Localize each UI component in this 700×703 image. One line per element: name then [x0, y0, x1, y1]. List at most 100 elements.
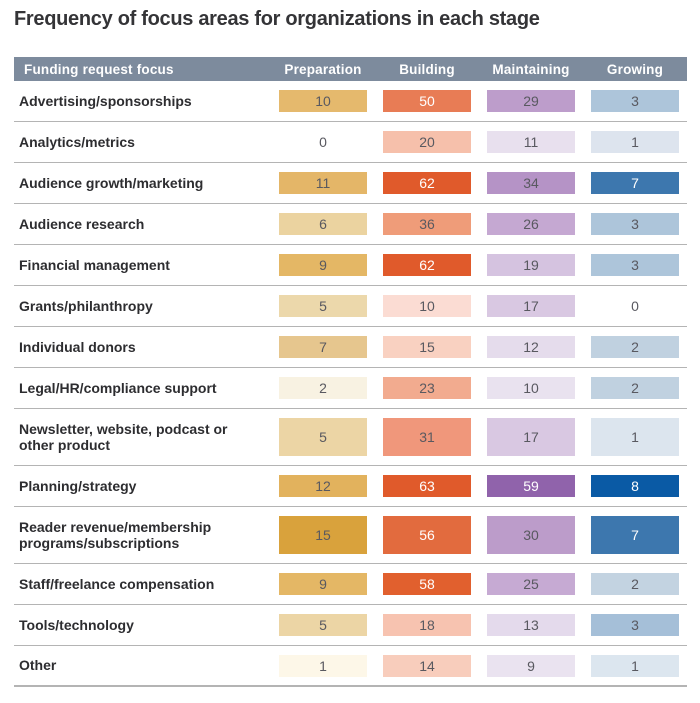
value-pill: 25 — [487, 573, 575, 595]
cell-building: 36 — [375, 213, 479, 235]
cell-preparation: 10 — [271, 90, 375, 112]
cell-preparation: 5 — [271, 418, 375, 456]
value-pill: 1 — [279, 654, 367, 677]
cell-building: 50 — [375, 90, 479, 112]
column-header-maintaining: Maintaining — [492, 61, 570, 77]
row-label: Tools/technology — [19, 616, 134, 633]
cell-building: 63 — [375, 475, 479, 497]
cell-maintaining: 17 — [479, 418, 583, 456]
value-pill: 2 — [591, 573, 679, 595]
row-label: Grants/philanthropy — [19, 297, 153, 314]
value-pill: 18 — [383, 614, 471, 636]
value-pill: 62 — [383, 172, 471, 194]
cell-growing: 7 — [583, 172, 687, 194]
cell-preparation: 12 — [271, 475, 375, 497]
row-label: Reader revenue/membership programs/subsc… — [19, 518, 212, 551]
table-row: Analytics/metrics 0 20 11 1 — [14, 122, 687, 163]
value-pill: 7 — [591, 172, 679, 194]
value-pill: 29 — [487, 90, 575, 112]
value-pill: 9 — [279, 254, 367, 276]
cell-building: 62 — [375, 254, 479, 276]
value-pill: 20 — [383, 131, 471, 153]
cell-building: 20 — [375, 131, 479, 153]
cell-building: 58 — [375, 573, 479, 595]
cell-maintaining: 30 — [479, 516, 583, 554]
cell-preparation: 6 — [271, 213, 375, 235]
cell-maintaining: 25 — [479, 573, 583, 595]
row-label: Staff/freelance compensation — [19, 575, 215, 592]
value-pill: 36 — [383, 213, 471, 235]
value-pill: 50 — [383, 90, 471, 112]
cell-building: 23 — [375, 377, 479, 399]
cell-maintaining: 34 — [479, 172, 583, 194]
cell-building: 62 — [375, 172, 479, 194]
cell-growing: 2 — [583, 573, 687, 595]
cell-preparation: 9 — [271, 254, 375, 276]
value-pill: 1 — [591, 418, 679, 456]
cell-maintaining: 11 — [479, 131, 583, 153]
row-label: Audience growth/marketing — [19, 174, 204, 191]
row-label: Other — [19, 657, 57, 674]
cell-maintaining: 9 — [479, 654, 583, 677]
value-pill: 2 — [279, 377, 367, 399]
value-pill: 3 — [591, 213, 679, 235]
cell-building: 31 — [375, 418, 479, 456]
column-header-building: Building — [399, 61, 455, 77]
value-pill: 59 — [487, 475, 575, 497]
table-body: Advertising/sponsorships 10 50 29 3 Anal… — [14, 81, 687, 687]
cell-maintaining: 13 — [479, 614, 583, 636]
value-pill: 2 — [591, 336, 679, 358]
cell-growing: 3 — [583, 213, 687, 235]
value-pill: 8 — [591, 475, 679, 497]
cell-preparation: 15 — [271, 516, 375, 554]
value-pill: 10 — [383, 295, 471, 317]
cell-preparation: 2 — [271, 377, 375, 399]
row-label: Planning/strategy — [19, 477, 137, 494]
table-row: Tools/technology 5 18 13 3 — [14, 605, 687, 646]
value-pill: 11 — [487, 131, 575, 153]
table-row: Advertising/sponsorships 10 50 29 3 — [14, 81, 687, 122]
value-pill: 3 — [591, 614, 679, 636]
table-row: Individual donors 7 15 12 2 — [14, 327, 687, 368]
value-pill: 9 — [487, 654, 575, 677]
value-pill: 63 — [383, 475, 471, 497]
cell-growing: 1 — [583, 418, 687, 456]
table-row: Planning/strategy 12 63 59 8 — [14, 466, 687, 507]
cell-building: 14 — [375, 654, 479, 677]
cell-preparation: 9 — [271, 573, 375, 595]
cell-growing: 3 — [583, 254, 687, 276]
value-pill: 7 — [591, 516, 679, 554]
table-row: Audience research 6 36 26 3 — [14, 204, 687, 245]
cell-building: 18 — [375, 614, 479, 636]
value-pill: 0 — [631, 298, 639, 314]
value-pill: 1 — [591, 654, 679, 677]
value-pill: 10 — [487, 377, 575, 399]
table-header-row: Funding request focus Preparation Buildi… — [14, 57, 687, 81]
table-row: Other 1 14 9 1 — [14, 646, 687, 687]
cell-maintaining: 59 — [479, 475, 583, 497]
value-pill: 5 — [279, 418, 367, 456]
cell-building: 56 — [375, 516, 479, 554]
value-pill: 13 — [487, 614, 575, 636]
value-pill: 0 — [319, 134, 327, 150]
chart-title: Frequency of focus areas for organizatio… — [14, 8, 540, 30]
value-pill: 15 — [383, 336, 471, 358]
cell-maintaining: 29 — [479, 90, 583, 112]
value-pill: 10 — [279, 90, 367, 112]
cell-growing: 1 — [583, 654, 687, 677]
row-label: Analytics/metrics — [19, 133, 135, 150]
value-pill: 30 — [487, 516, 575, 554]
table-row: Legal/HR/compliance support 2 23 10 2 — [14, 368, 687, 409]
value-pill: 6 — [279, 213, 367, 235]
row-label: Financial management — [19, 256, 170, 273]
cell-maintaining: 19 — [479, 254, 583, 276]
value-pill: 7 — [279, 336, 367, 358]
cell-preparation: 11 — [271, 172, 375, 194]
cell-preparation: 1 — [271, 654, 375, 677]
row-label: Legal/HR/compliance support — [19, 379, 217, 396]
value-pill: 23 — [383, 377, 471, 399]
value-pill: 5 — [279, 295, 367, 317]
table-row: Newsletter, website, podcast or other pr… — [14, 409, 687, 466]
column-header-focus: Funding request focus — [24, 61, 174, 77]
value-pill: 5 — [279, 614, 367, 636]
